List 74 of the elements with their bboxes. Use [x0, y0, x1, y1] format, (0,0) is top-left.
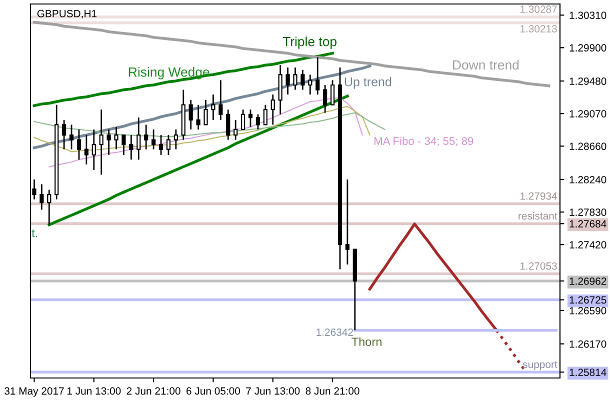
candlestick [330, 80, 335, 106]
y-tick-label: 1.28660 [570, 142, 606, 150]
x-tick-label: 2 Jun 21:00 [126, 387, 180, 395]
x-tick-label: 1 Jun 13:00 [67, 387, 121, 395]
candlestick [47, 189, 52, 226]
candlestick [188, 99, 193, 130]
annotation: Thorn [352, 337, 382, 346]
ref-line-label: 1.27053 [520, 262, 557, 270]
y-tick-label: 1.26962 [570, 277, 606, 285]
chart-title: GBPUSD,H1 [37, 10, 97, 18]
candlestick [316, 56, 320, 96]
candlestick [204, 99, 208, 126]
x-tick-label: 8 Jun 21:00 [306, 387, 360, 395]
ref-line-label: 1.30213 [520, 25, 557, 32]
candlestick [345, 178, 350, 266]
y-tick-label: 1.25814 [570, 368, 606, 376]
ref-line-label: 1.27934 [520, 192, 558, 200]
candlestick [114, 126, 118, 150]
line-series [32, 52, 334, 108]
annotation: t. [32, 229, 38, 238]
candlestick [84, 134, 88, 166]
annotation: Rising Wedge [129, 67, 210, 80]
y-tick-label: 1.26590 [570, 307, 606, 314]
annotation: Triple top [282, 36, 336, 49]
candlestick [226, 108, 230, 140]
x-tick-label: 7 Jun 13:00 [246, 387, 300, 395]
y-tick-label: 1.30310 [570, 12, 606, 19]
candlestick [69, 124, 74, 150]
y-tick-label: 1.26725 [570, 296, 606, 304]
annotation: MA Fibo - 34; 55; 89 [374, 136, 474, 146]
candlestick [158, 134, 164, 156]
candlestick [293, 66, 298, 90]
y-tick-label: 1.27830 [570, 208, 606, 216]
candlestick [62, 119, 66, 150]
ref-line-label: resistant [518, 212, 558, 220]
candlestick [234, 119, 238, 140]
annotation: Down trend [453, 60, 519, 70]
candlestick [308, 74, 312, 96]
candlestick [76, 128, 82, 160]
candlestick [240, 108, 246, 130]
x-tick-label: 31 May 2017 [4, 387, 64, 397]
candlestick [196, 104, 200, 130]
candlestick [99, 108, 104, 176]
y-tick-label: 1.29070 [570, 110, 606, 118]
y-tick-label: 1.28240 [570, 176, 606, 184]
candlestick [211, 94, 216, 121]
candlestick [248, 108, 253, 128]
candlestick [174, 128, 178, 150]
candlestick [286, 66, 290, 96]
candlestick [144, 124, 148, 150]
y-tick-label: 1.26170 [570, 340, 606, 348]
y-tick-label: 1.29480 [570, 78, 606, 85]
candlestick [270, 94, 275, 126]
annotation: 1.26342 [316, 328, 353, 336]
candlestick [40, 184, 44, 210]
y-tick-label: 1.29900 [570, 44, 606, 52]
candlestick [300, 69, 305, 90]
candlestick [106, 128, 111, 156]
candlestick [129, 134, 134, 160]
annotation: Up trend [344, 77, 392, 89]
x-tick-label: 6 Jun 05:00 [186, 387, 240, 395]
ref-line-label: support [522, 361, 558, 370]
candlestick [152, 128, 156, 150]
candlestick [218, 80, 223, 121]
candlestick [263, 104, 268, 126]
candlestick [323, 84, 328, 114]
candlestick [92, 128, 96, 171]
candlestick [122, 134, 126, 156]
candlestick [166, 134, 171, 156]
ref-line-label: 1.30287 [520, 6, 557, 13]
y-tick-label: 1.27684 [570, 220, 606, 228]
candlestick [136, 116, 141, 160]
y-tick-label: 1.27420 [570, 241, 606, 248]
candlestick [256, 114, 260, 130]
